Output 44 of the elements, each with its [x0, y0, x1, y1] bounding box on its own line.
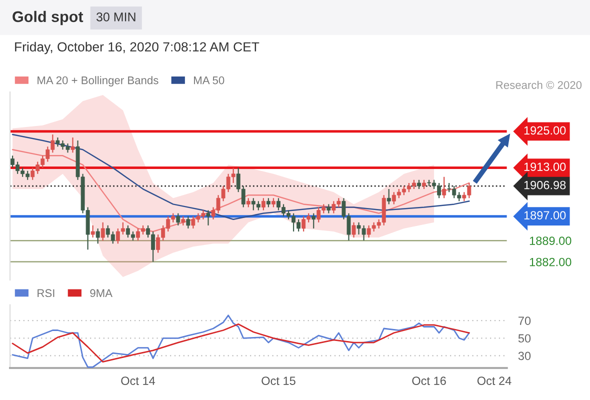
- x-tick-label: Oct 16: [412, 376, 446, 386]
- ref-line-label: 1925.00: [524, 126, 566, 135]
- legend-label: RSI: [38, 289, 54, 298]
- candlestick: [312, 212, 316, 230]
- candlestick: [246, 198, 250, 208]
- y-tick-label: 1889.00: [530, 236, 572, 245]
- line-series: [12, 314, 470, 368]
- ref-line-label: 1913.00: [524, 162, 566, 171]
- y-tick-label: 30: [518, 352, 531, 360]
- y-tick-label: 50: [518, 334, 531, 343]
- x-tick-label: Oct 15: [262, 376, 296, 386]
- ref-line-label: 1897.00: [524, 211, 566, 220]
- text: 30 MIN: [96, 12, 136, 22]
- candlestick: [352, 222, 356, 238]
- candlestick: [326, 204, 331, 214]
- chart-subtitle: Friday, October 16, 2020 7:08:12 AM CET: [15, 42, 260, 54]
- chart-title: Gold spot: [12, 10, 84, 26]
- y-tick-label: 70: [518, 316, 531, 325]
- candlestick: [266, 198, 270, 208]
- candlestick: [186, 216, 190, 230]
- candlestick: [417, 179, 421, 190]
- candlestick: [422, 179, 426, 190]
- candlestick: [100, 222, 105, 242]
- candlestick: [70, 136, 75, 154]
- x-tick-label: Oct 14: [121, 376, 156, 386]
- candlestick: [96, 228, 100, 244]
- line-series: [12, 323, 470, 363]
- candlestick: [206, 210, 210, 226]
- candlestick: [90, 224, 95, 238]
- y-tick-label: 1882.00: [530, 258, 572, 266]
- legend-label: 9MA: [90, 289, 112, 298]
- candlestick: [386, 188, 391, 205]
- line-series: [12, 148, 470, 232]
- candlestick: [272, 198, 276, 208]
- legend-label: MA 20 + Bollinger Bands: [38, 76, 158, 86]
- candlestick: [261, 198, 266, 211]
- ref-line-label: 1906.98: [524, 180, 566, 190]
- text: Research © 2020: [496, 80, 582, 89]
- candlestick: [176, 212, 180, 226]
- candlestick: [181, 216, 186, 226]
- candlestick: [442, 176, 446, 199]
- legend-label: MA 50: [194, 76, 224, 84]
- x-tick-label: Oct 24: [477, 376, 512, 386]
- line-series: [12, 134, 470, 220]
